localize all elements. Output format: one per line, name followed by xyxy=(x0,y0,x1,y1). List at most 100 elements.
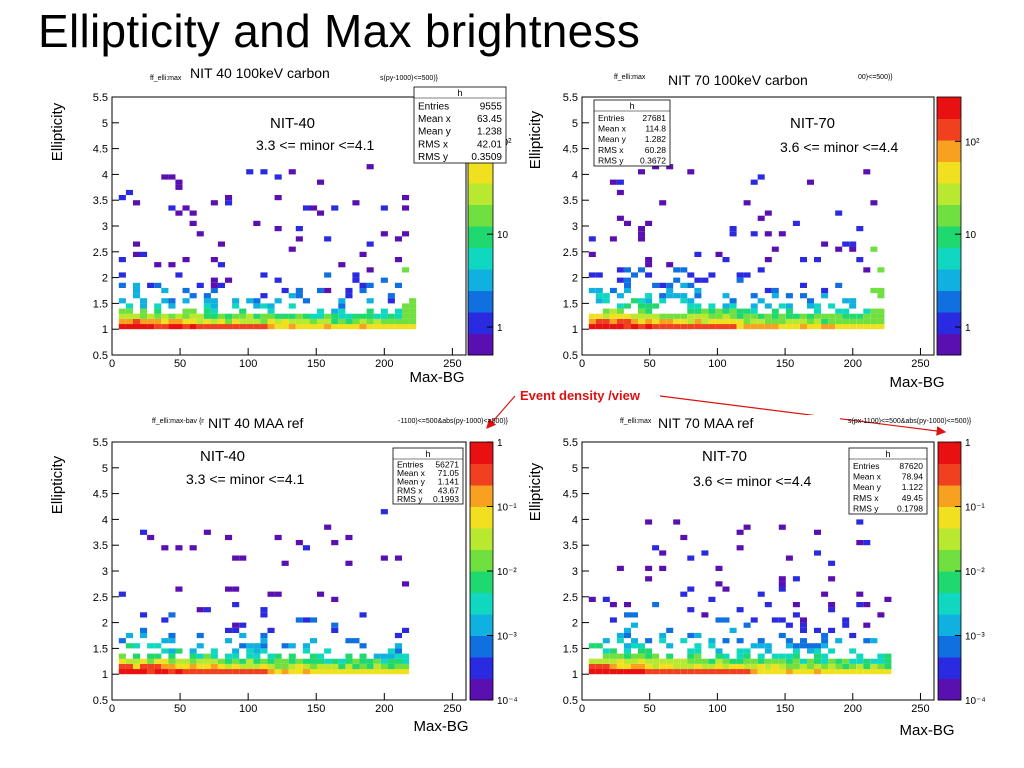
heatmap-cell xyxy=(161,617,169,623)
heatmap-cell xyxy=(638,658,645,664)
heatmap-cell xyxy=(203,669,211,675)
heatmap-cell xyxy=(785,638,793,644)
heatmap-cell xyxy=(694,653,702,659)
plot-title: NIT 70 MAA ref xyxy=(658,415,754,431)
heatmap-cell xyxy=(736,529,744,535)
colorbar-tick-label: 10⁻³ xyxy=(497,632,517,643)
heatmap-cell xyxy=(645,669,653,675)
heatmap-cell xyxy=(778,617,786,623)
heatmap-cell xyxy=(302,617,310,623)
heatmap-cell xyxy=(394,236,402,242)
heatmap-cell xyxy=(792,576,800,582)
heatmap-cell xyxy=(595,669,603,675)
heatmap-cell xyxy=(666,324,674,330)
colorbar-segment xyxy=(938,571,961,593)
colorbar-segment xyxy=(937,312,961,334)
heatmap-cell xyxy=(140,251,148,257)
colorbar-tick-label: 10⁻¹ xyxy=(965,503,985,514)
heatmap-cell xyxy=(856,540,864,546)
panel-label: NIT-70 xyxy=(790,115,835,132)
heatmap-cell xyxy=(736,653,744,659)
heatmap-cell xyxy=(189,663,197,670)
heatmap-cell xyxy=(232,298,240,304)
heatmap-cell xyxy=(210,648,218,654)
heatmap-cell xyxy=(352,658,360,664)
heatmap-cell xyxy=(154,324,162,330)
heatmap-cell xyxy=(680,318,688,325)
heatmap-cell xyxy=(715,308,723,314)
heatmap-cell xyxy=(217,313,225,319)
heatmap-cell xyxy=(814,313,821,319)
heatmap-cell xyxy=(778,524,786,530)
heatmap-cell xyxy=(168,298,176,304)
heatmap-cell xyxy=(750,318,758,325)
heatmap-cell xyxy=(778,303,786,309)
heatmap-cell xyxy=(154,303,162,309)
heatmap-cell xyxy=(394,257,402,263)
heatmap-cell xyxy=(680,638,688,644)
heatmap-cell xyxy=(609,648,617,654)
heatmap-cell xyxy=(722,658,730,664)
heatmap-cell xyxy=(645,298,653,304)
heatmap-cell xyxy=(338,298,346,304)
cut-label: 3.6 <= minor <=4.4 xyxy=(780,139,899,155)
heatmap-cell xyxy=(295,658,303,664)
heatmap-cell xyxy=(196,318,204,325)
heatmap-cell xyxy=(694,277,702,283)
heatmap-cell xyxy=(345,324,353,330)
heatmap-cell xyxy=(260,324,268,330)
heatmap-cell xyxy=(232,324,240,330)
heatmap-cell xyxy=(394,643,402,649)
x-axis-label: Max-BG xyxy=(889,374,944,391)
heatmap-cells xyxy=(118,509,410,675)
stats-row-value: 78.94 xyxy=(902,472,924,482)
heatmap-cell xyxy=(154,663,162,670)
heatmap-cell xyxy=(267,303,275,309)
heatmap-cell xyxy=(310,205,318,211)
heatmap-cell xyxy=(302,643,310,649)
colorbar-segment xyxy=(937,333,961,356)
heatmap-cell xyxy=(694,318,702,325)
heatmap-cell xyxy=(800,293,807,299)
heatmap-cell xyxy=(764,313,772,319)
x-tick-label: 50 xyxy=(174,703,186,715)
heatmap-cell xyxy=(828,318,836,325)
heatmap-cell xyxy=(260,293,268,299)
heatmap-cell xyxy=(203,313,211,319)
heatmap-cell xyxy=(638,236,645,242)
heatmap-cell xyxy=(217,324,225,330)
heatmap-cell xyxy=(743,658,751,664)
x-tick-label: 200 xyxy=(375,703,393,715)
x-tick-label: 150 xyxy=(307,703,325,715)
heatmap-cell xyxy=(338,669,346,675)
heatmap-cell xyxy=(359,653,367,659)
heatmap-cell xyxy=(175,545,183,551)
heatmap-cell xyxy=(659,313,667,319)
heatmap-cell xyxy=(295,669,303,675)
heatmap-cell xyxy=(785,293,793,299)
y-tick-label: 5.5 xyxy=(93,92,108,104)
x-tick-label: 50 xyxy=(644,703,656,715)
heatmap-cell xyxy=(701,277,709,283)
heatmap-cell xyxy=(849,324,857,330)
heatmap-cell xyxy=(147,658,155,664)
heatmap-cell xyxy=(310,658,318,664)
heatmap-cell xyxy=(168,174,176,180)
heatmap-cell xyxy=(771,658,779,664)
heatmap-cell xyxy=(736,277,744,283)
heatmap-cell xyxy=(785,555,793,561)
heatmap-cell xyxy=(856,669,864,675)
y-tick-label: 4.5 xyxy=(563,144,578,156)
y-tick-label: 4.5 xyxy=(93,489,108,501)
heatmap-cell xyxy=(602,324,610,330)
heatmap-cell xyxy=(253,313,261,319)
heatmap-cell xyxy=(750,313,758,319)
colorbar-segment xyxy=(937,183,961,205)
heatmap-cell xyxy=(409,303,417,309)
heatmap-cell xyxy=(352,324,360,330)
callout-arrow-right xyxy=(659,395,947,436)
heatmap-cell xyxy=(154,653,162,659)
heatmap-cell xyxy=(394,308,402,314)
colorbar-segment xyxy=(468,312,493,334)
heatmap-cell xyxy=(792,663,800,670)
